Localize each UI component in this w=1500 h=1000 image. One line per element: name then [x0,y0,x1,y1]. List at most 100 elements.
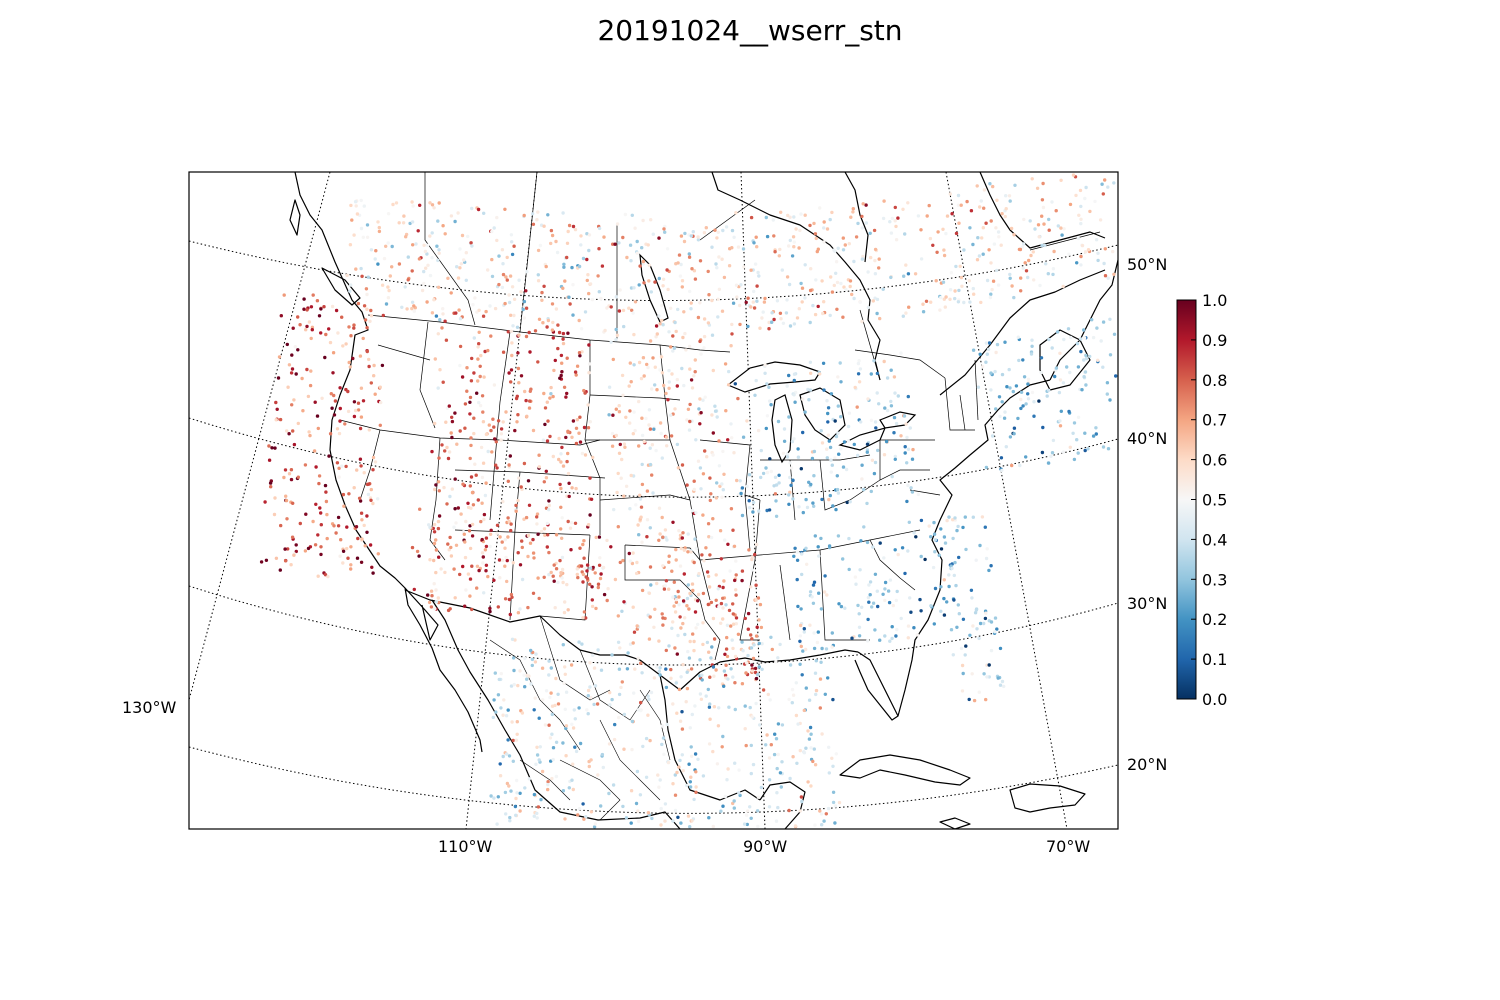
station-marker [517,381,521,385]
station-marker [376,552,380,556]
station-marker [679,626,683,630]
station-marker [564,726,568,731]
station-marker [559,505,563,509]
station-marker [774,819,779,823]
station-marker [499,671,503,676]
station-marker [1059,178,1063,182]
station-marker [587,233,592,237]
station-marker [510,353,514,358]
station-marker [730,638,734,642]
station-marker [648,615,652,619]
station-marker [501,272,506,277]
station-marker [666,760,671,765]
station-marker [476,207,481,212]
station-marker [760,642,764,646]
station-marker [688,289,692,294]
station-marker [701,591,706,596]
station-marker [677,595,681,599]
station-marker [856,372,861,376]
station-marker [578,741,583,746]
station-marker [380,363,385,368]
station-marker [1079,204,1083,209]
station-marker [542,527,547,531]
station-marker [492,383,497,387]
station-marker [676,815,680,819]
station-marker [561,643,565,647]
station-marker [640,462,644,467]
station-marker [836,534,841,538]
station-marker [734,283,739,287]
station-marker [461,530,466,534]
station-marker [515,394,519,398]
station-marker [614,295,618,299]
station-marker [827,544,832,548]
station-marker [869,255,873,260]
station-marker [768,457,772,461]
station-marker [577,318,581,323]
station-marker [892,375,897,379]
station-marker [617,715,621,720]
station-marker [506,516,510,520]
station-marker [386,241,390,245]
station-marker [510,595,514,599]
station-marker [565,582,569,587]
station-marker [282,475,286,480]
station-marker [536,248,541,253]
station-marker [701,642,705,647]
station-marker [512,682,516,687]
station-marker [461,482,465,486]
station-marker [872,471,877,476]
station-marker [601,565,606,570]
station-marker [662,227,666,231]
station-marker [264,558,269,562]
station-marker [789,483,793,487]
station-marker [312,449,317,453]
station-marker [359,198,363,203]
station-marker [559,460,563,464]
station-marker [787,502,791,506]
station-marker [556,580,560,585]
station-marker [753,666,758,671]
station-marker [645,362,649,367]
station-marker [1000,679,1005,684]
station-marker [956,524,960,529]
station-marker [661,564,665,568]
station-marker [720,482,724,486]
station-marker [614,433,618,438]
station-marker [769,635,773,639]
station-marker [750,669,755,673]
station-marker [674,329,678,334]
station-marker [340,315,344,319]
station-marker [481,461,486,465]
station-marker [564,724,569,728]
station-marker [762,300,767,304]
station-marker [729,344,733,348]
station-marker [708,553,712,557]
station-marker [596,585,600,590]
station-marker [626,651,630,655]
station-marker [1010,463,1014,468]
station-marker [923,557,927,562]
station-marker [723,538,727,542]
station-marker [664,685,669,690]
station-marker [518,563,523,567]
station-marker [785,298,789,302]
station-marker [418,507,422,511]
station-marker [945,518,949,523]
station-marker [575,364,580,368]
station-marker [501,420,505,424]
station-marker [725,635,729,640]
station-marker [504,275,508,279]
station-marker [699,487,703,491]
station-marker [648,427,653,431]
station-marker [703,395,707,399]
station-marker [702,317,707,321]
station-marker [717,464,722,468]
station-marker [298,323,302,327]
station-marker [575,567,579,571]
station-marker [1029,352,1034,356]
station-marker [546,780,550,784]
station-marker [830,210,834,215]
station-marker [445,445,449,450]
colorbar-tick-label: 0.5 [1202,491,1227,510]
